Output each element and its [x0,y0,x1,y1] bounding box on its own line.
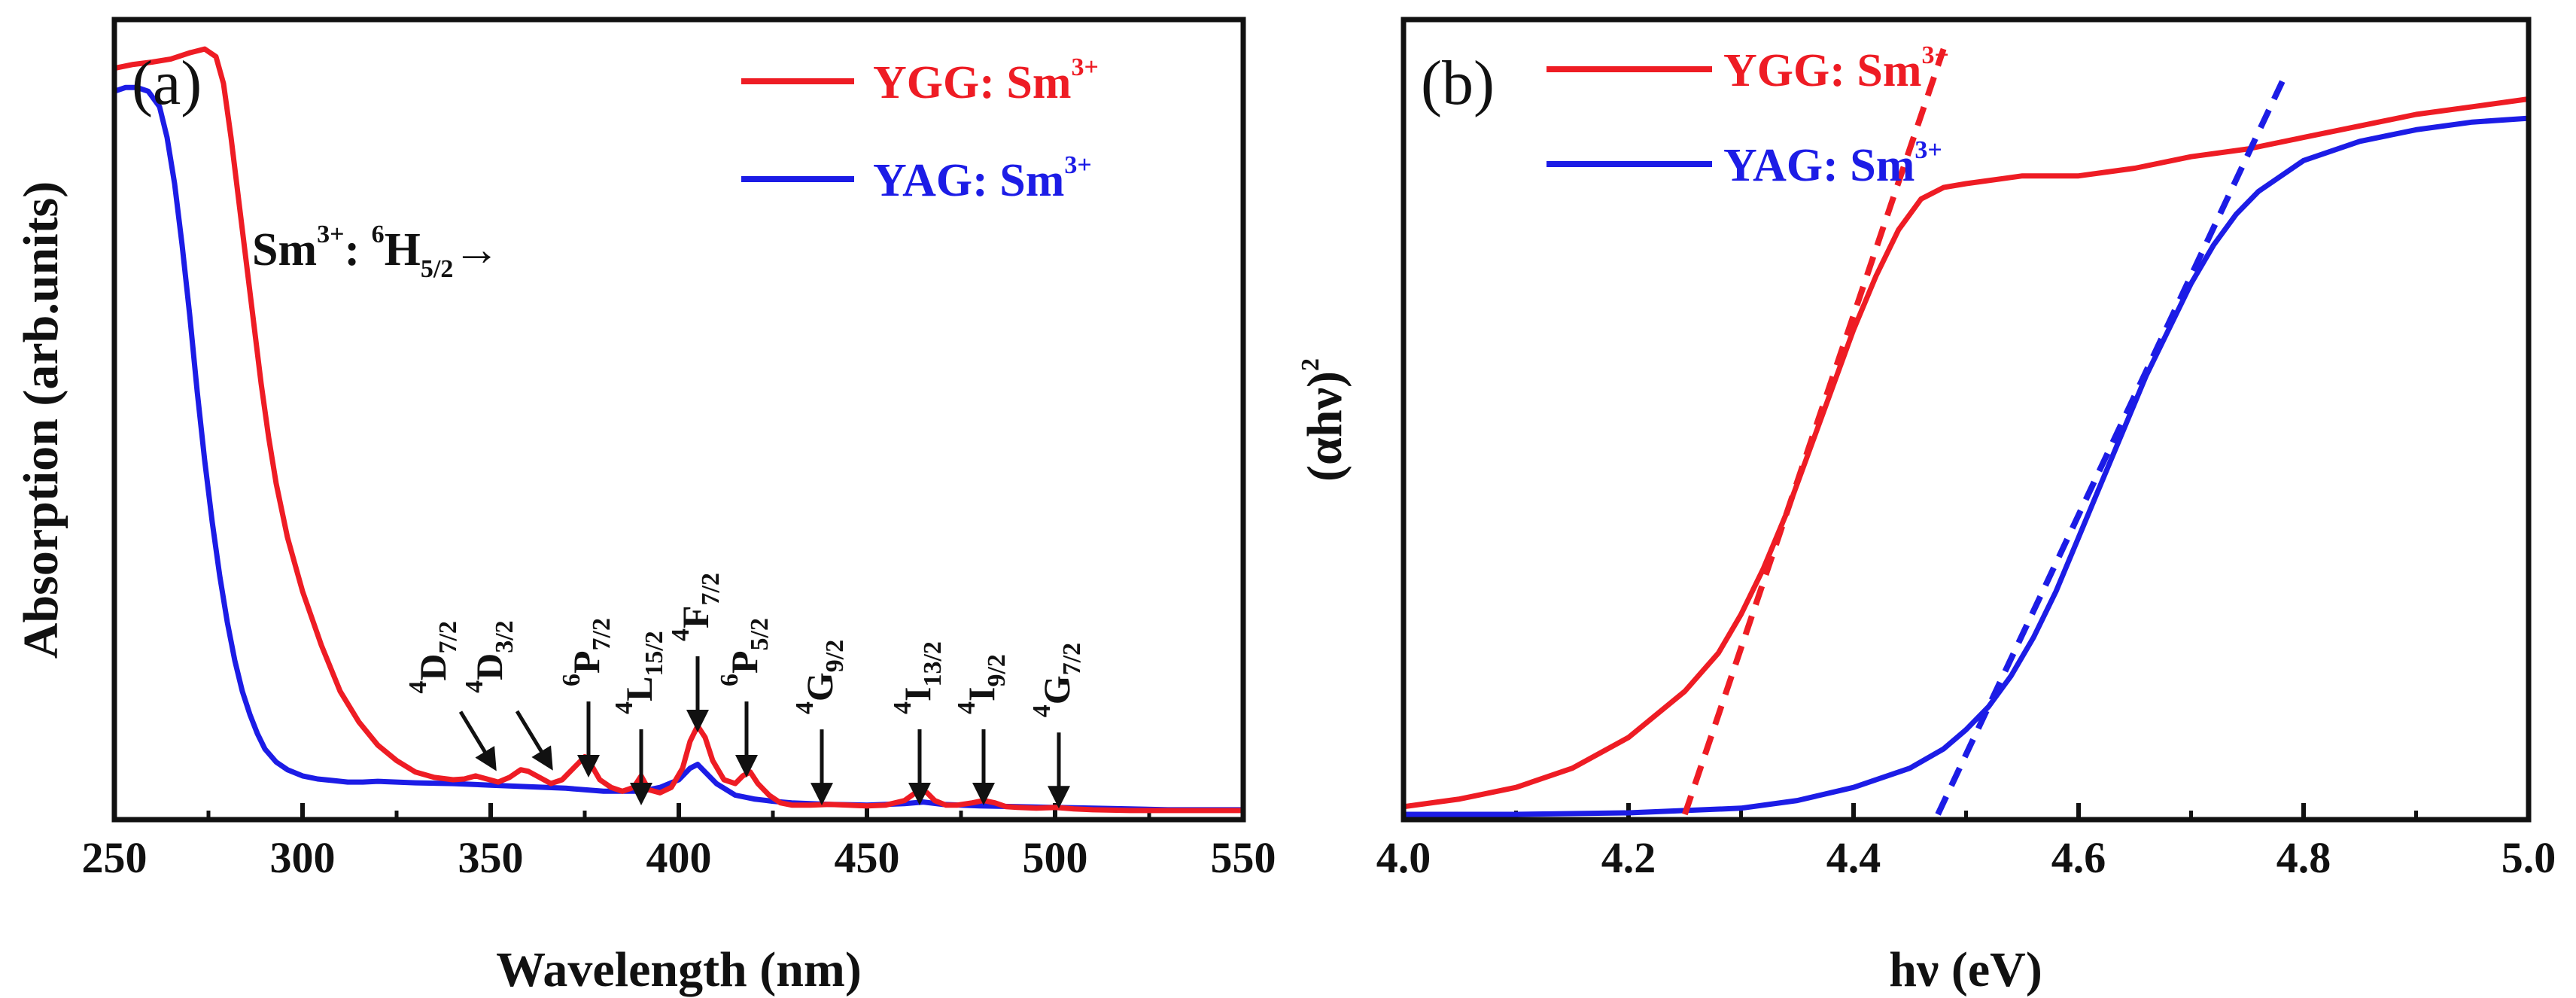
panel-a-x-axis-title: Wavelength (nm) [496,942,862,997]
panel-a-x-tick-label: 350 [458,833,524,882]
tangent-yag-line [1935,71,2290,816]
panel-b-x-tick-label: 5.0 [2501,833,2556,882]
panel-a-legend: YGG: Sm3+ YAG: Sm3+ [741,53,1099,206]
transition-label: 4D3/2 [461,620,519,693]
transition-label: 4F7/2 [667,573,725,641]
panel-a-x-tick-label: 400 [646,833,712,882]
transition-label: 4G7/2 [1028,643,1086,717]
transition-label: 6P5/2 [716,618,774,686]
tangent-ygg-line [1682,47,1947,816]
panel-a: 250 300 350 400 450 500 550 (a) YGG: Sm3+ YAG:… [14,17,1276,997]
panel-a-ticks: 250 300 350 400 450 500 550 [82,803,1276,882]
panel-b-x-tick-label: 4.2 [1601,833,1656,882]
panel-a-y-axis-title: Absorption (arb.units) [14,181,68,659]
transition-arrow [458,710,497,771]
transition-label: 6P7/2 [558,618,616,686]
panel-b-x-tick-label: 4.6 [2051,833,2106,882]
panel-b-y-axis-title: (αhν)2 [1297,358,1352,482]
series-ygg-line [111,46,1246,814]
panel-b-x-axis-title: hν (eV) [1889,942,2042,997]
transition-label: 4L15/2 [610,631,668,714]
panel-a-x-tick-label: 550 [1211,833,1276,882]
panel-b-series [1401,47,2532,817]
series-ygg-line [1401,96,2532,810]
legend-a-yag-label: YAG: Sm3+ [873,151,1092,206]
legend-b-yag-label: YAG: Sm3+ [1723,136,1942,191]
panel-a-label: (a) [132,48,202,118]
panel-a-x-tick-label: 250 [82,833,148,882]
transition-origin-label: Sm3+: 6H5/2→ [252,221,500,283]
series-yag-line [1401,115,2532,817]
panel-b-x-tick-label: 4.8 [2276,833,2331,882]
panel-b-legend: YGG: Sm3+ YAG: Sm3+ [1547,41,1949,191]
transition-label: 4G9/2 [791,640,849,714]
transition-label: 4D7/2 [404,621,462,694]
panel-b-frame [1401,17,2532,823]
panel-a-frame [111,17,1246,823]
panel-b-x-tick-label: 4.4 [1826,833,1881,882]
panel-b-x-tick-label: 4.0 [1376,833,1431,882]
panel-b-label: (b) [1421,48,1495,118]
transition-label: 4I9/2 [953,654,1011,714]
panel-a-x-tick-label: 300 [270,833,336,882]
legend-a-ygg-label: YGG: Sm3+ [873,53,1099,108]
legend-b-ygg-label: YGG: Sm3+ [1723,41,1949,96]
transition-arrow [515,710,553,771]
panel-a-x-tick-label: 500 [1023,833,1088,882]
panel-a-x-tick-label: 450 [835,833,900,882]
transition-label: 4I13/2 [889,641,947,714]
panel-b-ticks: 4.0 4.2 4.4 4.6 4.8 5.0 [1376,803,2556,882]
panel-b: 4.0 4.2 4.4 4.6 4.8 5.0 (b) YGG: Sm3+ YAG: Sm… [1297,17,2556,997]
